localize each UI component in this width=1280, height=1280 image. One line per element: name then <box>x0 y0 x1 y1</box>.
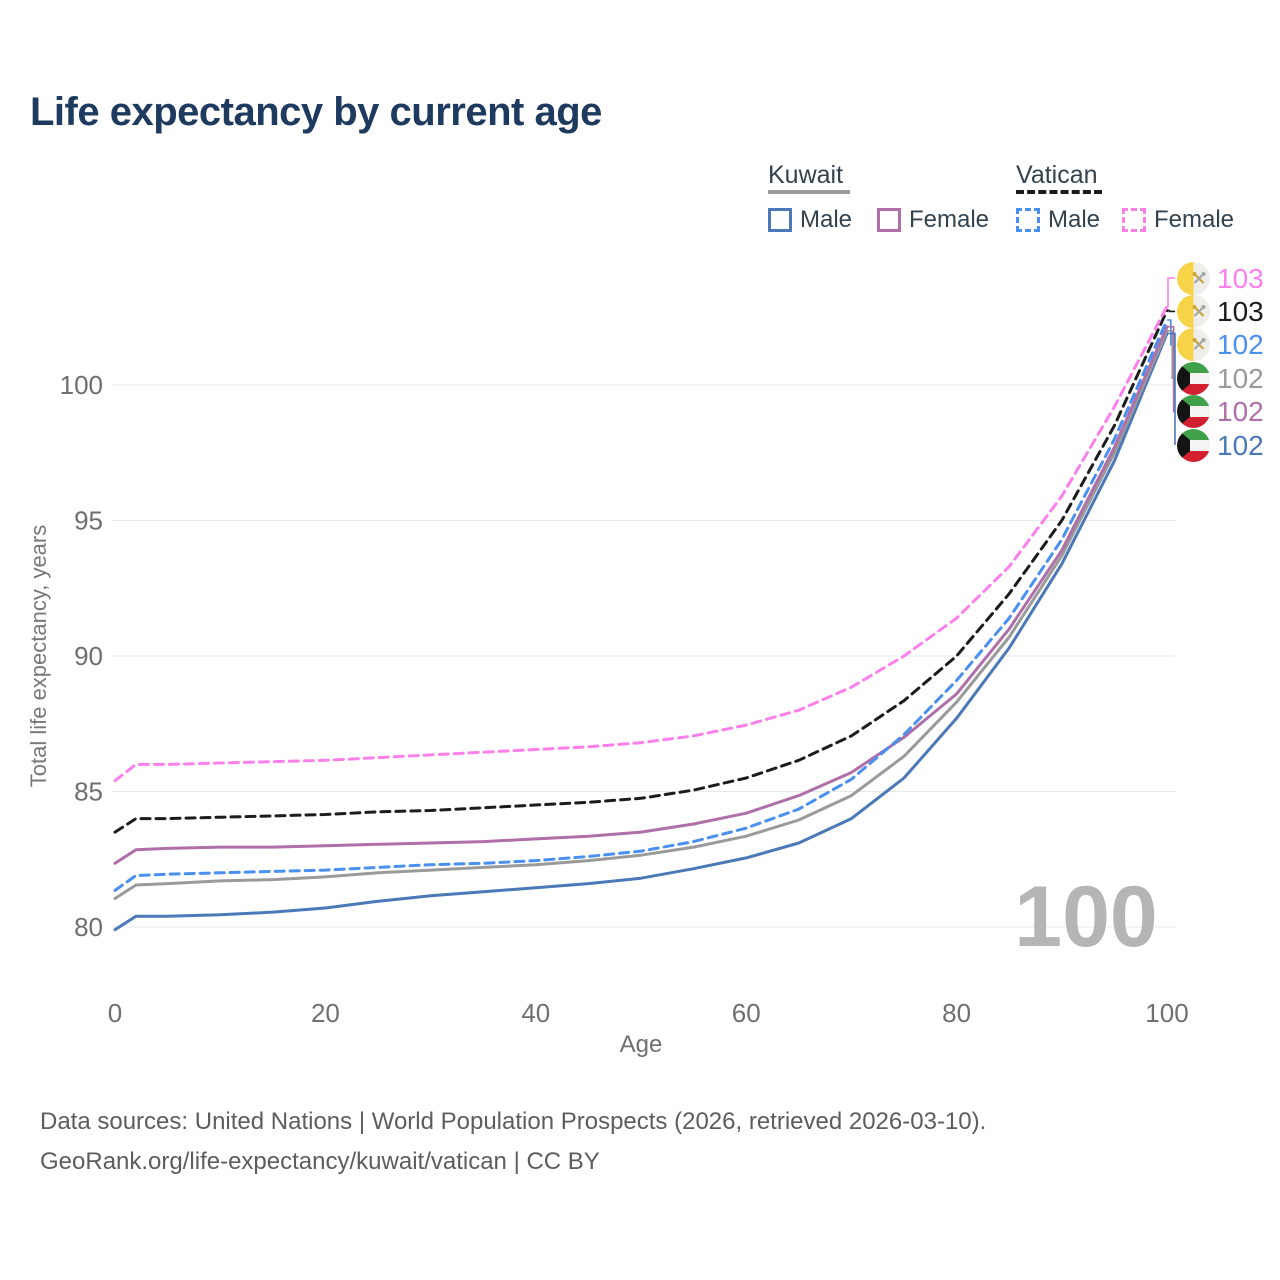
vatican-dashed-line-swatch[interactable] <box>1016 190 1102 194</box>
leader-line-kuwait-male <box>1167 332 1176 445</box>
legend-group-vatican[interactable]: Vatican <box>1016 161 1098 189</box>
x-tick-label: 40 <box>521 998 550 1028</box>
value-label-vatican: 103 <box>1177 294 1264 328</box>
y-tick-label: 90 <box>74 641 103 671</box>
attribution-link-text: GeoRank.org/life-expectancy/kuwait/vatic… <box>40 1148 600 1175</box>
kuwait-flag-icon <box>1177 428 1210 462</box>
series-line-vatican <box>113 309 1169 834</box>
series-line-kuwait <box>113 329 1169 900</box>
value-label-vatican-male: 102 <box>1177 328 1264 362</box>
legend-label-vatican-male[interactable]: Male <box>1048 206 1101 233</box>
vatican-flag-icon <box>1177 261 1210 295</box>
watermark-age-value: 100 <box>1014 869 1158 965</box>
kuwait-solid-line-swatch[interactable] <box>768 190 850 194</box>
y-tick-label: 100 <box>60 370 103 400</box>
kuwait-male-swatch[interactable] <box>768 208 792 232</box>
legend-group-kuwait[interactable]: Kuwait <box>768 161 844 189</box>
y-tick-label: 95 <box>74 506 103 536</box>
x-tick-label: 20 <box>311 998 340 1028</box>
legend-label-vatican-female[interactable]: Female <box>1154 206 1235 233</box>
series-line-vatican-female <box>113 304 1169 783</box>
end-value: 103 <box>1217 262 1264 294</box>
vatican-flag-icon <box>1177 328 1210 362</box>
page-title: Life expectancy by current age <box>30 90 602 134</box>
leader-line-vatican-female <box>1167 277 1175 308</box>
x-axis-title: Age <box>620 1031 663 1058</box>
series-line-kuwait-female <box>113 325 1169 865</box>
kuwait-flag-icon <box>1177 361 1210 395</box>
vatican-flag-icon <box>1177 294 1210 328</box>
end-value: 102 <box>1217 396 1264 428</box>
legend-label-kuwait-female[interactable]: Female <box>909 206 990 233</box>
kuwait-female-swatch[interactable] <box>877 208 901 232</box>
x-tick-label: 60 <box>732 998 761 1028</box>
vatican-female-swatch[interactable] <box>1122 208 1146 232</box>
end-value: 102 <box>1217 429 1264 461</box>
leader-line-vatican <box>1167 309 1175 313</box>
y-tick-label: 85 <box>74 777 103 807</box>
value-label-kuwait-female: 102 <box>1177 395 1264 429</box>
y-axis-title: Total life expectancy, years <box>26 525 51 788</box>
y-tick-label: 80 <box>74 912 103 942</box>
kuwait-flag-icon <box>1177 395 1210 429</box>
x-tick-label: 0 <box>108 998 122 1028</box>
value-label-kuwait: 102 <box>1177 361 1264 395</box>
data-sources-text: Data sources: United Nations | World Pop… <box>40 1108 987 1135</box>
series-line-vatican-male <box>113 318 1169 892</box>
value-label-kuwait-male: 102 <box>1177 428 1264 462</box>
end-value: 102 <box>1217 362 1264 394</box>
x-tick-label: 80 <box>942 998 971 1028</box>
x-tick-label: 100 <box>1145 998 1188 1028</box>
legend-label-kuwait-male[interactable]: Male <box>800 206 853 233</box>
value-label-vatican-female: 103 <box>1177 261 1264 295</box>
vatican-male-swatch[interactable] <box>1016 208 1040 232</box>
series-line-kuwait-male <box>113 332 1169 932</box>
end-value: 102 <box>1217 329 1264 361</box>
end-value: 103 <box>1217 295 1264 327</box>
